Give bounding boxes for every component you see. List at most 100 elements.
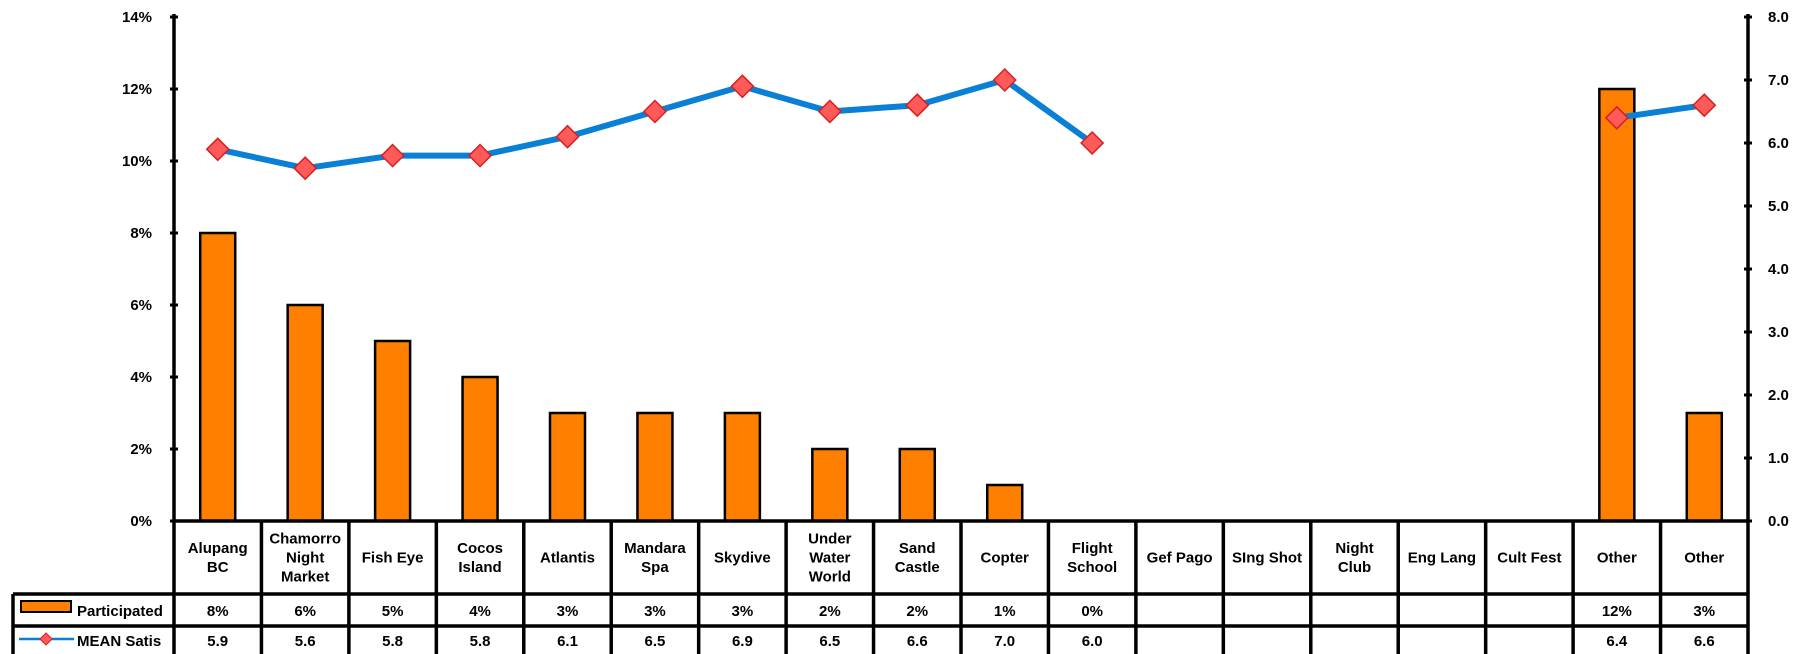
mean-satis-value: 6.0 [1082, 633, 1103, 650]
participated-legend-label: Participated [77, 603, 163, 620]
mean-satis-marker [1604, 105, 1629, 130]
mean-satis-value: 6.5 [645, 633, 666, 650]
participated-bar [1685, 411, 1724, 523]
category-label: Other [1684, 550, 1724, 567]
category-label: Water [809, 550, 850, 567]
right-tick-label: 2.0 [1768, 387, 1789, 404]
participated-value: 8% [207, 603, 229, 620]
category-label: Copter [981, 550, 1029, 567]
category-label: Skydive [714, 550, 771, 567]
participated-bars [198, 87, 1724, 523]
right-axis: 0.0 1.0 2.0 3.0 4.0 5.0 6.0 7.0 8.0 [1744, 9, 1789, 530]
mean-satis-value: 5.8 [382, 633, 403, 650]
mean-satis-marker [905, 93, 930, 118]
category-label: Spa [641, 559, 669, 576]
right-tick-label: 8.0 [1768, 9, 1789, 26]
mean-satis-value: 6.5 [819, 633, 840, 650]
participated-value: 2% [819, 603, 841, 620]
participated-value: 3% [557, 603, 579, 620]
participated-value: 5% [382, 603, 404, 620]
participated-bar [198, 231, 237, 523]
right-tick-label: 1.0 [1768, 450, 1789, 467]
category-label: School [1067, 559, 1117, 576]
mean-satis-marker [992, 67, 1017, 93]
category-label: Club [1338, 559, 1371, 576]
mean-satis-marker [467, 143, 493, 168]
mean-satis-value: 6.6 [1694, 633, 1715, 650]
category-label: Island [458, 559, 501, 576]
mean-satis-value: 7.0 [994, 633, 1015, 650]
mean-satis-legend-label: MEAN Satis [77, 633, 161, 650]
category-label: Castle [895, 559, 940, 576]
participated-value: 6% [294, 603, 316, 620]
left-tick-label: 10% [122, 153, 152, 170]
right-tick-label: 0.0 [1768, 513, 1789, 530]
left-tick-label: 6% [130, 297, 152, 314]
category-label: Alupang [188, 540, 248, 557]
participated-value: 3% [1693, 603, 1715, 620]
category-label: Gef Pago [1147, 550, 1213, 567]
participated-bar [1598, 87, 1636, 523]
mean-satis-marker [1692, 93, 1717, 118]
mean-satis-marker [817, 99, 842, 124]
category-label: Night [286, 550, 324, 567]
category-label: Sand [899, 540, 936, 557]
data-table: Alupang BC 8% 5.9 Chamorro Night Market 6% 5.6 Fi… [19, 531, 1724, 650]
mean-satis-marker [1080, 130, 1105, 156]
category-label: World [809, 569, 851, 586]
mean-satis-value: 6.9 [732, 633, 753, 650]
mean-satis-line-segment [1616, 102, 1705, 121]
category-label: SIng Shot [1232, 550, 1302, 567]
participated-bar [548, 411, 587, 523]
participated-bar [811, 447, 849, 523]
mean-satis-value: 6.1 [557, 633, 578, 650]
mean-satis-marker [380, 143, 405, 168]
mean-satis-line [205, 67, 1717, 181]
left-tick-label: 0% [130, 513, 152, 530]
participated-value: 4% [469, 603, 491, 620]
mean-satis-value: 5.8 [470, 633, 491, 650]
category-label: Under [808, 531, 852, 548]
category-label: Atlantis [540, 550, 595, 567]
right-tick-label: 6.0 [1768, 135, 1789, 152]
mean-satis-marker [555, 124, 580, 149]
participated-value: 3% [732, 603, 754, 620]
participated-value: 3% [644, 603, 666, 620]
left-tick-label: 12% [122, 81, 152, 98]
mean-satis-marker [205, 137, 230, 162]
mean-satis-value: 5.6 [295, 633, 316, 650]
category-label: Cocos [457, 540, 503, 557]
participated-value: 2% [906, 603, 928, 620]
right-tick-label: 3.0 [1768, 324, 1789, 341]
mean-satis-value: 6.4 [1606, 633, 1628, 650]
category-label: Eng Lang [1408, 550, 1476, 567]
participated-bar [723, 411, 762, 523]
left-axis: 0% 2% 4% 6% 8% 10% 12% 14% [122, 9, 178, 530]
category-label: Chamorro [269, 531, 341, 548]
participated-value: 12% [1602, 603, 1632, 620]
category-label: BC [207, 559, 229, 576]
participated-legend-swatch [20, 600, 72, 613]
category-label: Fish Eye [362, 550, 424, 567]
right-tick-label: 7.0 [1768, 72, 1789, 89]
mean-satis-marker [642, 99, 668, 124]
participated-bar [898, 447, 937, 523]
participated-bar [286, 303, 324, 523]
category-label: Night [1335, 540, 1373, 557]
participated-bar [985, 483, 1024, 523]
category-label: Market [281, 569, 329, 586]
left-tick-label: 4% [130, 369, 152, 386]
mean-satis-marker [730, 74, 755, 99]
category-label: Other [1597, 550, 1637, 567]
category-label: Mandara [624, 540, 686, 557]
mean-satis-value: 5.9 [207, 633, 228, 650]
right-tick-label: 5.0 [1768, 198, 1789, 215]
mean-satis-marker [293, 156, 318, 181]
category-label: Cult Fest [1497, 550, 1561, 567]
mean-satis-line-segment [217, 77, 1094, 172]
participated-bar [461, 375, 499, 523]
mean-satis-value: 6.6 [907, 633, 928, 650]
left-tick-label: 8% [130, 225, 152, 242]
left-tick-label: 2% [130, 441, 152, 458]
